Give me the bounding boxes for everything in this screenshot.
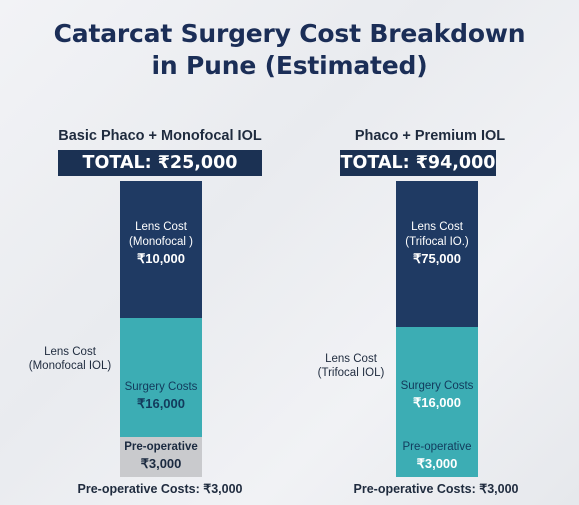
chart-title-line-1: Catarcat Surgery Cost Breakdown [53, 19, 526, 48]
bar-1-side-label-line-1: Lens Cost [44, 346, 96, 358]
bar-1-preop-value: ₹3,000 [140, 456, 182, 471]
bar-2-preop-label: Pre-operative [402, 441, 472, 453]
bar-1-lens-label-line-1: Lens Cost [135, 221, 187, 233]
bar-2-preop-value: ₹3,000 [416, 456, 458, 471]
bar-1-lens-label-line-2: (Monofocal ) [129, 236, 193, 248]
bar-2-lens-segment: Lens Cost (Trifocal IO.) ₹75,000 [396, 181, 478, 327]
bar-1-total-banner: TOTAL: ₹25,000 [58, 150, 262, 176]
bar-1-footer: Pre-operative Costs: ₹3,000 [77, 482, 243, 496]
bar-2-total-banner: TOTAL: ₹94,000 [340, 150, 496, 176]
bar-1-preop-segment: Pre-operative ₹3,000 [120, 437, 202, 477]
bar-1-surgery-value: ₹16,000 [136, 396, 186, 411]
bar-2-lens-label-line-2: (Trifocal IO.) [405, 236, 469, 248]
bar-2-lens-value: ₹75,000 [412, 251, 462, 266]
bar-1-surgery-segment: Surgery Costs ₹16,000 [120, 318, 202, 437]
bar-2-side-label-line-2: (Trifocal IOL) [317, 367, 385, 379]
bar-2-surgery-value: ₹16,000 [412, 395, 462, 410]
bar-2-surgery-label: Surgery Costs [400, 380, 474, 392]
bar-1-side-label-line-2: (Monofocal IOL) [28, 360, 112, 372]
bar-2-footer: Pre-operative Costs: ₹3,000 [353, 482, 519, 496]
bar-1-surgery-label: Surgery Costs [124, 381, 198, 393]
bar-2-preop-segment: Pre-operative ₹3,000 [396, 437, 478, 477]
bar-1-lens-value: ₹10,000 [136, 251, 186, 266]
bar-2-side-label: Lens Cost (Trifocal IOL) [304, 352, 398, 380]
bar-1-lens-segment: Lens Cost (Monofocal ) ₹10,000 [120, 181, 202, 318]
bar-2-side-label-line-1: Lens Cost [325, 353, 377, 365]
bar-2-lens-label-line-1: Lens Cost [411, 221, 463, 233]
chart-title-line-2: in Pune (Estimated) [151, 51, 428, 80]
bar-2-surgery-segment: Surgery Costs ₹16,000 [396, 327, 478, 437]
bar-1-preop-label: Pre-operative [124, 441, 198, 453]
bar-1-category-label: Basic Phaco + Monofocal IOL [58, 128, 262, 144]
bar-1-side-label: Lens Cost (Monofocal IOL) [20, 345, 120, 373]
chart-title: Catarcat Surgery Cost Breakdown in Pune … [0, 18, 579, 82]
bar-2-category-label: Phaco + Premium IOL [354, 128, 506, 144]
